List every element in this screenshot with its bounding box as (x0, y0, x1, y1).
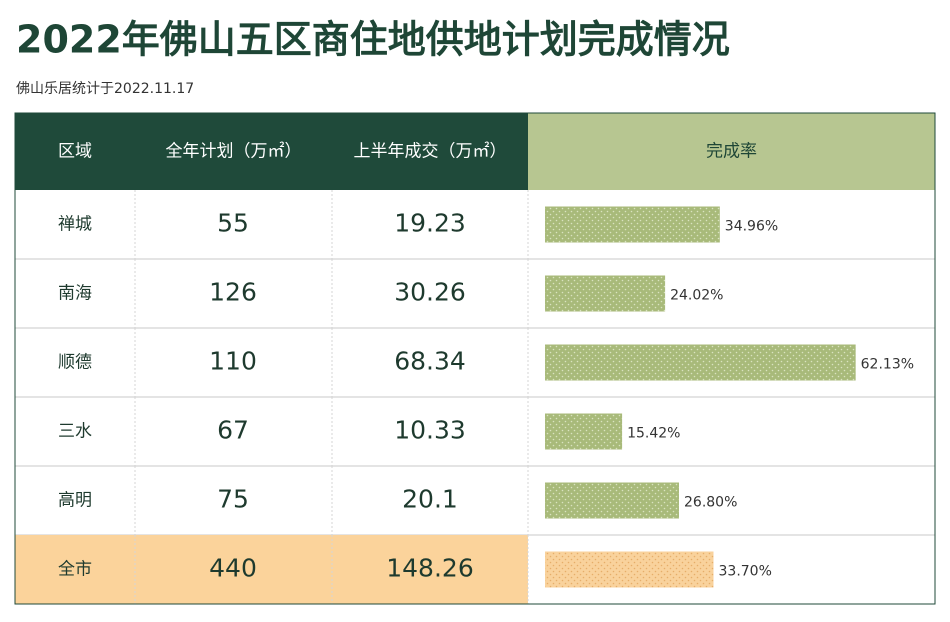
total-row-bg (15, 535, 528, 604)
region: 高明 (58, 491, 92, 511)
plan: 55 (217, 209, 249, 238)
table-border (14, 112, 936, 605)
rate-label: 62.13% (861, 357, 914, 373)
column-header: 区域 (58, 142, 92, 162)
rate-bar (545, 413, 623, 450)
subtitle: 佛山乐居统计于2022.11.17 (16, 81, 194, 97)
plan: 75 (217, 485, 249, 514)
rate-label: 34.96% (725, 219, 778, 235)
deal: 148.26 (386, 554, 473, 583)
title: 2022年佛山五区商住地供地计划完成情况 (16, 18, 730, 62)
plan: 440 (209, 554, 257, 583)
column-header: 上半年成交（万㎡） (354, 142, 507, 162)
rate-label: 26.80% (684, 495, 737, 511)
rate-label: 33.70% (719, 564, 772, 580)
column-header: 完成率 (706, 142, 757, 162)
deal: 20.1 (402, 485, 458, 514)
rate-label: 24.02% (670, 288, 723, 304)
region: 南海 (58, 284, 92, 304)
deal: 10.33 (394, 416, 466, 445)
header-bg (15, 113, 528, 190)
rate-bar (545, 344, 856, 381)
rate-bar (545, 551, 714, 588)
plan: 110 (209, 347, 257, 376)
deal: 68.34 (394, 347, 466, 376)
rate-bar (545, 275, 666, 312)
plan: 67 (217, 416, 249, 445)
region: 禅城 (58, 215, 92, 235)
region: 全市 (58, 560, 92, 580)
deal: 19.23 (394, 209, 466, 238)
column-header: 全年计划（万㎡） (166, 142, 302, 162)
region: 顺德 (58, 353, 92, 373)
deal: 30.26 (394, 278, 466, 307)
rate-bar (545, 482, 679, 519)
plan: 126 (209, 278, 257, 307)
header-bg-rate (528, 113, 935, 190)
region: 三水 (58, 422, 92, 442)
rate-label: 15.42% (627, 426, 680, 442)
rate-bar (545, 206, 720, 243)
